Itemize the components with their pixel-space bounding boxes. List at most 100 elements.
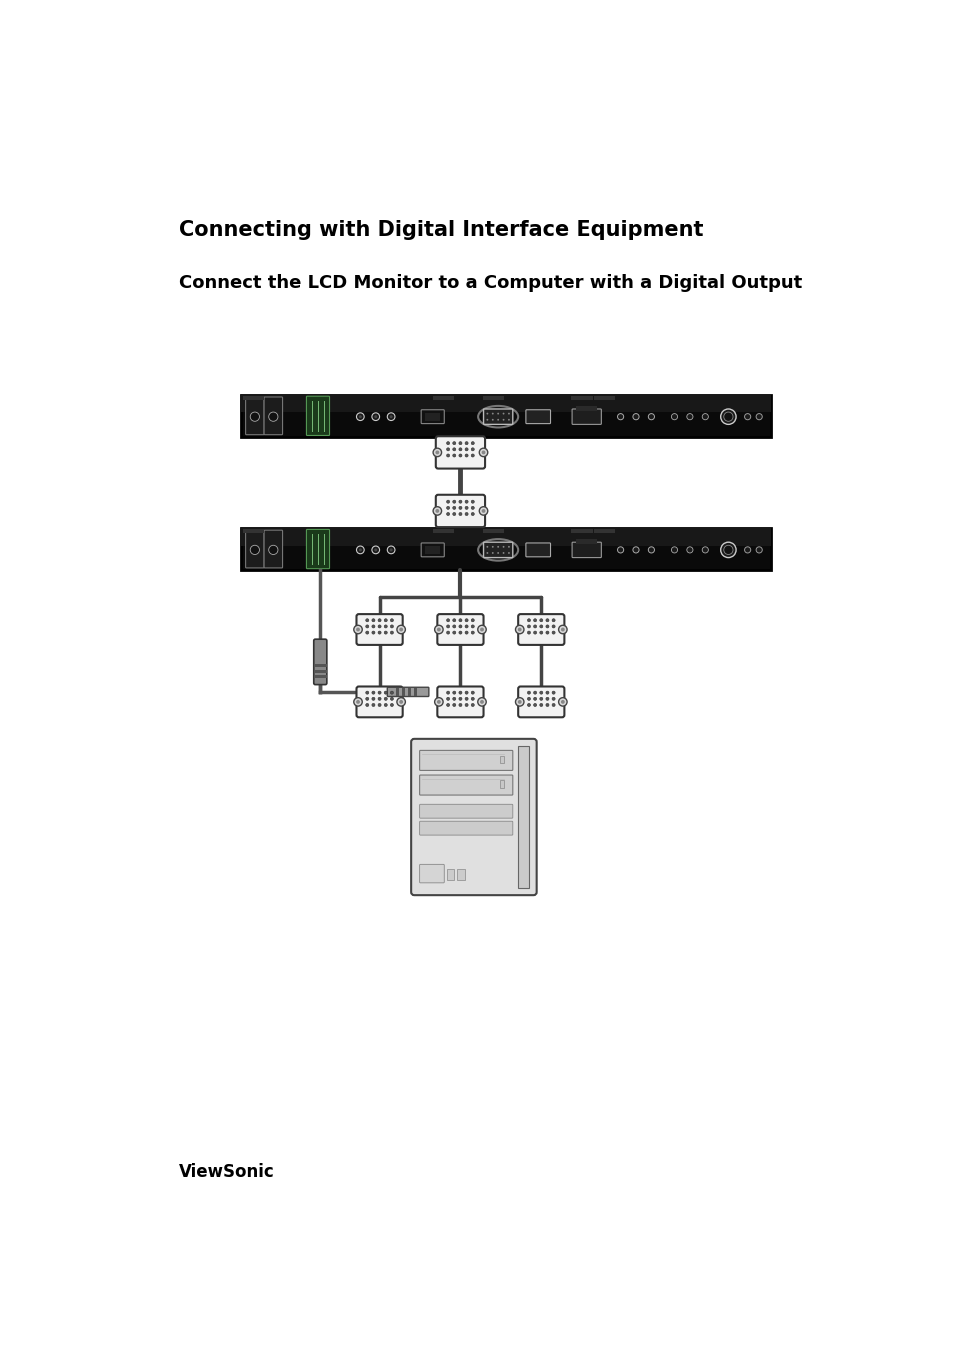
Circle shape <box>390 692 393 694</box>
Circle shape <box>545 704 548 707</box>
FancyBboxPatch shape <box>387 688 429 697</box>
Circle shape <box>492 546 494 547</box>
Circle shape <box>354 697 362 707</box>
Bar <box>314 670 327 673</box>
Circle shape <box>453 500 456 503</box>
Circle shape <box>743 547 750 553</box>
Circle shape <box>453 447 456 451</box>
Circle shape <box>686 547 692 553</box>
Circle shape <box>269 546 277 554</box>
Bar <box>576 539 597 543</box>
Circle shape <box>436 700 440 704</box>
FancyBboxPatch shape <box>314 639 327 685</box>
Circle shape <box>723 546 732 554</box>
Circle shape <box>552 692 555 694</box>
Circle shape <box>492 412 494 415</box>
Circle shape <box>464 697 468 700</box>
Circle shape <box>389 415 393 419</box>
Circle shape <box>632 547 639 553</box>
FancyBboxPatch shape <box>411 739 537 896</box>
Circle shape <box>648 413 654 420</box>
Circle shape <box>458 447 461 451</box>
Circle shape <box>464 442 468 444</box>
Circle shape <box>545 619 548 621</box>
Bar <box>395 688 398 696</box>
Bar <box>314 663 327 667</box>
Circle shape <box>671 547 677 553</box>
Circle shape <box>372 692 375 694</box>
Circle shape <box>481 509 485 513</box>
Circle shape <box>355 700 359 704</box>
Bar <box>314 676 327 678</box>
Circle shape <box>365 697 369 700</box>
Circle shape <box>527 692 530 694</box>
Circle shape <box>502 419 504 420</box>
Circle shape <box>464 500 468 503</box>
Circle shape <box>545 626 548 628</box>
Circle shape <box>250 546 259 554</box>
Circle shape <box>377 631 381 634</box>
Circle shape <box>372 626 375 628</box>
Circle shape <box>458 697 461 700</box>
Circle shape <box>539 631 542 634</box>
Circle shape <box>552 631 555 634</box>
Bar <box>433 530 454 534</box>
Circle shape <box>533 692 537 694</box>
Bar <box>425 546 440 554</box>
Circle shape <box>533 626 537 628</box>
Circle shape <box>458 454 461 457</box>
Circle shape <box>560 700 564 704</box>
Circle shape <box>502 412 504 415</box>
Circle shape <box>492 553 494 554</box>
Circle shape <box>471 619 474 621</box>
Circle shape <box>533 619 537 621</box>
Circle shape <box>446 626 449 628</box>
Bar <box>446 869 454 880</box>
Circle shape <box>365 704 369 707</box>
Circle shape <box>464 626 468 628</box>
Text: Connecting with Digital Interface Equipment: Connecting with Digital Interface Equipm… <box>179 220 703 240</box>
Circle shape <box>479 628 483 631</box>
Circle shape <box>527 619 530 621</box>
Circle shape <box>358 415 361 419</box>
Circle shape <box>390 631 393 634</box>
Circle shape <box>477 626 486 634</box>
Circle shape <box>479 700 483 704</box>
Circle shape <box>453 512 456 516</box>
Text: Connect the LCD Monitor to a Computer with a Digital Output: Connect the LCD Monitor to a Computer wi… <box>179 274 801 292</box>
FancyBboxPatch shape <box>572 409 600 424</box>
Circle shape <box>372 413 379 420</box>
Circle shape <box>481 450 485 454</box>
Circle shape <box>464 692 468 694</box>
Circle shape <box>435 626 442 634</box>
Circle shape <box>458 512 461 516</box>
Circle shape <box>446 447 449 451</box>
Bar <box>576 405 597 411</box>
FancyBboxPatch shape <box>419 804 513 819</box>
Circle shape <box>539 697 542 700</box>
Circle shape <box>552 704 555 707</box>
FancyBboxPatch shape <box>306 530 329 569</box>
Circle shape <box>686 413 692 420</box>
Circle shape <box>372 619 375 621</box>
Circle shape <box>446 454 449 457</box>
Bar <box>414 688 416 696</box>
FancyBboxPatch shape <box>420 409 444 424</box>
Circle shape <box>464 619 468 621</box>
Circle shape <box>471 442 474 444</box>
Circle shape <box>435 509 438 513</box>
Circle shape <box>384 626 387 628</box>
Circle shape <box>508 553 509 554</box>
FancyBboxPatch shape <box>419 865 444 882</box>
Circle shape <box>372 704 375 707</box>
Circle shape <box>365 619 369 621</box>
Bar <box>242 396 264 400</box>
Circle shape <box>458 631 461 634</box>
Circle shape <box>398 628 403 631</box>
Circle shape <box>533 631 537 634</box>
Circle shape <box>471 704 474 707</box>
Circle shape <box>508 546 509 547</box>
Circle shape <box>701 547 708 553</box>
Circle shape <box>446 631 449 634</box>
Circle shape <box>446 500 449 503</box>
